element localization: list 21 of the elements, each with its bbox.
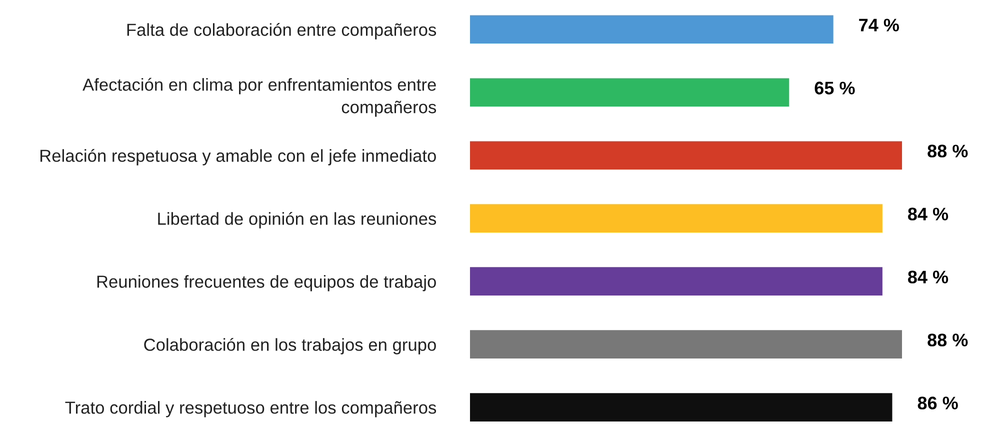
y-tick-label: Reuniones frecuentes de equipos de trabajo	[97, 275, 436, 292]
bar	[470, 330, 902, 359]
bar	[470, 267, 882, 296]
data-label: 84 %	[908, 208, 948, 220]
bar	[470, 393, 892, 422]
bar	[470, 141, 902, 170]
y-tick-label: Trato cordial y respetuoso entre los compañeros	[65, 401, 436, 418]
bar	[470, 204, 882, 233]
y-tick-label: Relación respetuosa y amable con el jefe inmediato	[40, 148, 436, 166]
y-tick-label: Afectación en clima por enfrentamientos entre compañeros	[82, 78, 436, 117]
bar	[470, 78, 790, 107]
y-tick-label: Libertad de opinión en las reuniones	[158, 212, 436, 228]
data-label: 65 %	[814, 82, 855, 94]
data-label: 86 %	[918, 396, 958, 410]
data-label: 88 %	[928, 144, 968, 158]
data-label: 88 %	[928, 334, 968, 346]
y-tick-label: Colaboración en los trabajos en grupo	[144, 338, 436, 354]
data-label: 74 %	[859, 18, 900, 32]
data-label: 84 %	[908, 270, 948, 284]
bar	[470, 15, 834, 44]
y-tick-label: Falta de colaboración entre compañeros	[127, 22, 436, 40]
